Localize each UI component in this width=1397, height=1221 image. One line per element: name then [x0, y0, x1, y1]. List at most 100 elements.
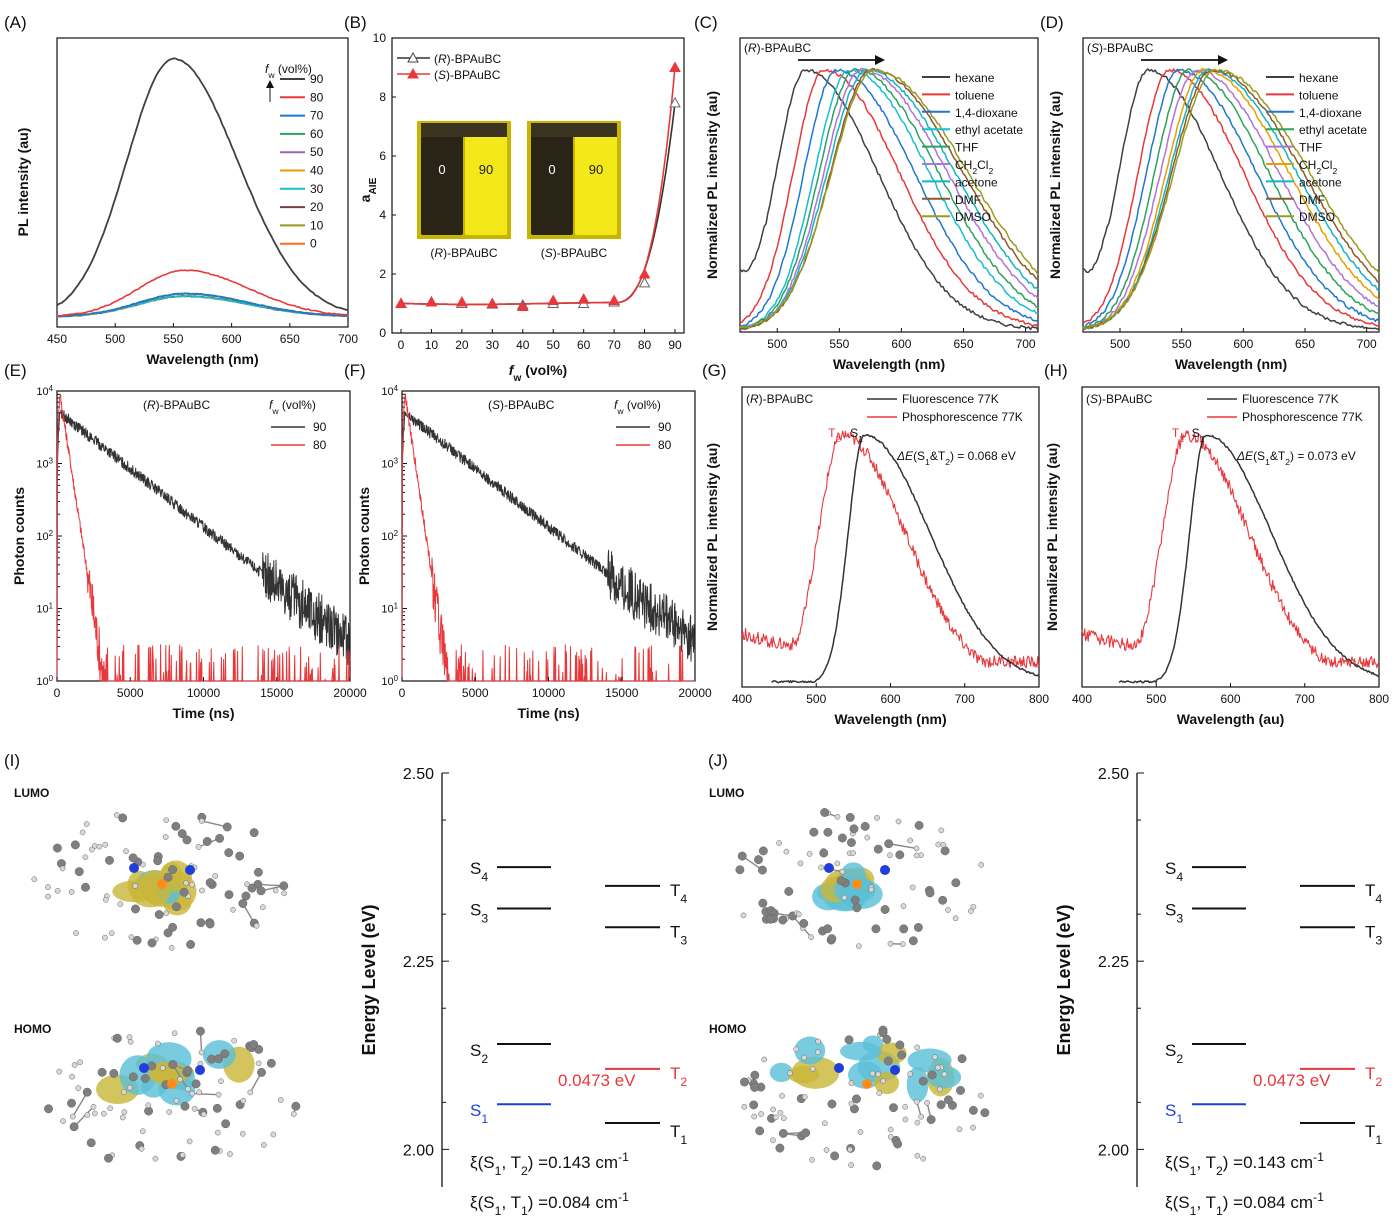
legend-entry: CH2Cl2 [1299, 158, 1337, 176]
x-tick-label: 5000 [117, 686, 144, 700]
atom [934, 1064, 941, 1071]
atom [848, 1080, 855, 1087]
legend-entry: THF [955, 141, 978, 155]
atom [185, 1086, 191, 1092]
y-tick-label: 104 [381, 384, 398, 399]
atom [214, 1054, 224, 1064]
singlet-label: S3 [1165, 900, 1183, 925]
series-line-5 [1082, 67, 1380, 330]
triplet-label: T2 [1365, 1064, 1382, 1089]
atom [801, 1054, 808, 1061]
panel-g: 400 500 600 700 800 Wavelength (nm) Normalized… [704, 386, 1049, 727]
atom [44, 1104, 54, 1114]
atom [875, 1071, 881, 1078]
triplet-label: T1 [1365, 1122, 1382, 1147]
series-line-90 [401, 411, 696, 682]
series-line-3 [1082, 68, 1380, 329]
atom [787, 1070, 793, 1076]
atom [913, 852, 920, 859]
label-part: -1 [1313, 1150, 1324, 1164]
label-part: f [509, 362, 515, 378]
label-part: ( [541, 246, 545, 260]
y-tick-label: 101 [381, 601, 398, 616]
x-tick-label: 550 [163, 332, 183, 346]
series-line-5 [739, 67, 1039, 331]
label-part: )-BPAuBC [500, 398, 555, 412]
y-tick-label: 2.50 [403, 766, 434, 783]
legend-entry: ethyl acetate [955, 123, 1023, 137]
y-tick-label: 103 [381, 456, 398, 471]
atom [876, 1090, 883, 1096]
legend-entry: DMF [955, 193, 981, 207]
atom [147, 938, 157, 948]
lumo-label: LUMO [14, 786, 49, 800]
label-part: )-BPAuBC [1099, 41, 1154, 55]
atom [247, 1089, 254, 1096]
legend-entry: DMSO [955, 210, 991, 224]
x-tick-label: 0 [399, 686, 406, 700]
atom [257, 1068, 266, 1077]
label-part: w [271, 406, 279, 416]
atom [100, 1110, 107, 1117]
legend-entry: 30 [310, 182, 324, 196]
atom [868, 886, 875, 893]
legend-entry: acetone [1299, 175, 1342, 189]
shift-arrowhead [875, 55, 885, 65]
atom [128, 934, 135, 940]
label-part: ΔE [896, 449, 914, 463]
atom [132, 883, 139, 889]
series-line-80 [401, 393, 696, 682]
x-axis-label: Time (ns) [518, 705, 580, 721]
atom [846, 838, 856, 847]
data-point [577, 293, 590, 304]
x-tick-label: 0 [398, 338, 405, 352]
atom [808, 934, 815, 941]
atom [272, 887, 279, 894]
label-part: T [828, 426, 836, 440]
legend-marker [407, 51, 419, 63]
atom [902, 1116, 909, 1123]
label-part: 1 [481, 1112, 488, 1126]
atom [740, 1077, 749, 1087]
atom [883, 1056, 893, 1066]
label-part: w [267, 70, 275, 80]
y-tick-label: 2.00 [1098, 1142, 1129, 1159]
atom [90, 1103, 97, 1110]
panel-tag-F: (F) [344, 361, 366, 380]
atom [907, 1071, 913, 1077]
panel-d: 500 550 600 650 700 Wavelength (nm) Normalized… [1047, 37, 1380, 372]
atom [159, 1065, 166, 1071]
atom [215, 833, 225, 843]
atom [69, 1073, 75, 1080]
label-part: R [750, 392, 759, 406]
panel-h: 400 500 600 700 800 Wavelength (au) Normalized… [1044, 386, 1389, 727]
atom [766, 914, 776, 924]
y-tick-label: 2.25 [1098, 954, 1129, 971]
label-part: (vol%) [521, 362, 567, 378]
legend-entry: 50 [310, 145, 324, 159]
x-axis-label: fw (vol%) [509, 362, 567, 384]
data-point [669, 61, 681, 72]
atom [140, 1128, 146, 1135]
legend-entry: 0 [310, 237, 317, 251]
atom [189, 881, 195, 888]
label-part: S [438, 68, 446, 82]
atom [196, 1089, 202, 1096]
label-part: 3 [1176, 911, 1183, 925]
atom [935, 841, 942, 848]
bond [888, 843, 917, 850]
atom [878, 1028, 888, 1038]
atom [848, 1162, 854, 1168]
x-tick-label: 40 [516, 338, 530, 352]
vial-label: 90 [589, 162, 603, 177]
atom [927, 1070, 937, 1080]
atom [177, 1076, 183, 1083]
atom [880, 1078, 887, 1084]
label-part: 2 [1285, 457, 1290, 467]
atom [884, 839, 894, 849]
atom [823, 924, 833, 934]
x-axis-label: Wavelength (nm) [834, 711, 946, 727]
atom [102, 934, 108, 941]
atom [179, 1152, 186, 1158]
